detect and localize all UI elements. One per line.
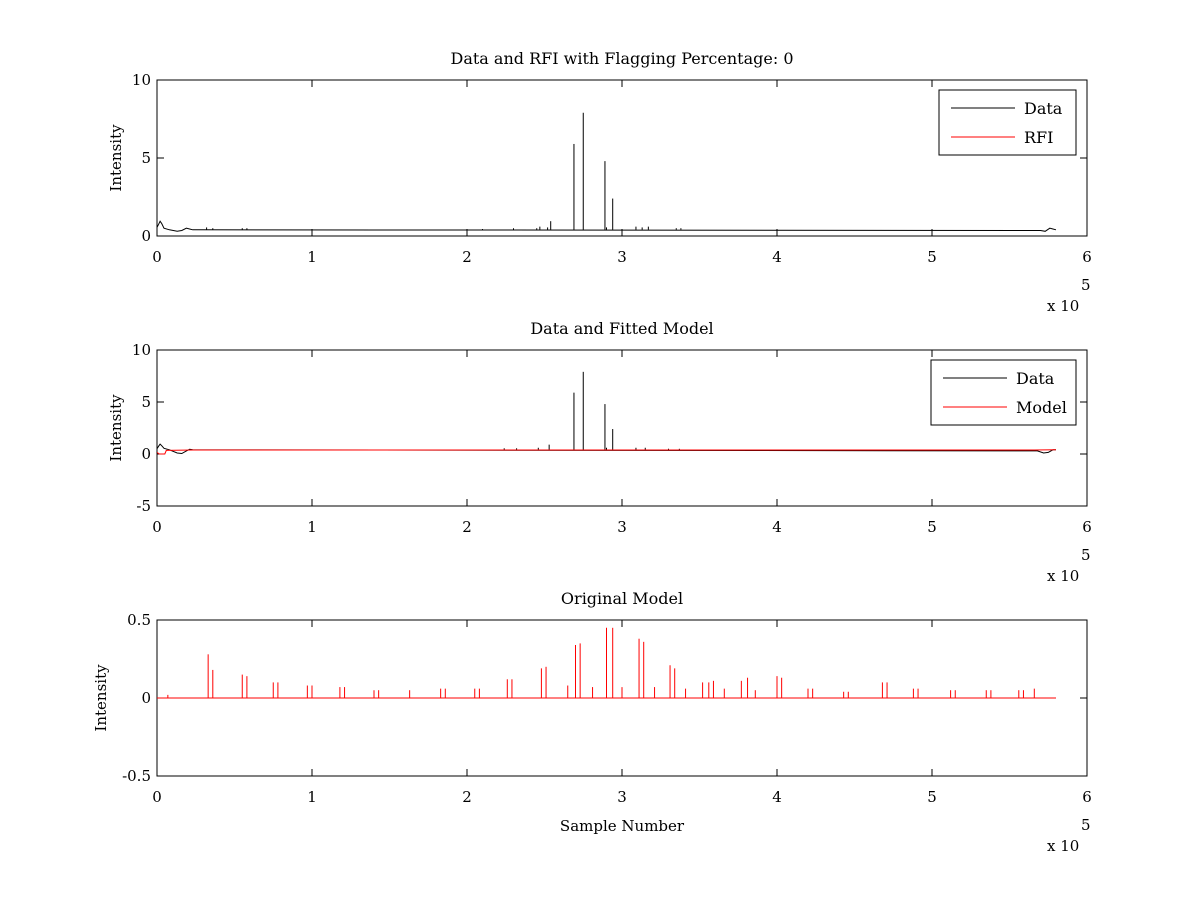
x-tick-label: 4 <box>772 518 782 536</box>
x-tick-label: 0 <box>152 518 162 536</box>
x-axis-label: Sample Number <box>560 817 685 835</box>
axes-box <box>156 79 1088 237</box>
x-multiplier-exponent: 5 <box>1081 816 1091 834</box>
x-tick-label: 6 <box>1082 248 1092 266</box>
x-tick-label: 2 <box>462 518 472 536</box>
legend-label-data: Data <box>1016 369 1055 388</box>
legend-box <box>930 359 1077 426</box>
y-tick-label: 0 <box>141 227 151 245</box>
x-multiplier-label: x 10 <box>1047 837 1079 855</box>
y-axis-label: Intensity <box>107 394 125 462</box>
x-tick-label: 6 <box>1082 518 1092 536</box>
x-multiplier-exponent: 5 <box>1081 546 1091 564</box>
x-tick-label: 5 <box>927 518 937 536</box>
x-multiplier-label: x 10 <box>1047 567 1079 585</box>
series-line-model <box>157 449 1057 455</box>
x-tick-label: 3 <box>617 788 627 806</box>
chart-title: Data and Fitted Model <box>530 319 713 338</box>
y-tick-label: 0 <box>141 689 151 707</box>
x-tick-label: 0 <box>152 248 162 266</box>
legend-label-data: Data <box>1024 99 1063 118</box>
series-line-data <box>157 443 1056 455</box>
legend-label-model: Model <box>1016 398 1067 417</box>
x-tick-label: 5 <box>927 248 937 266</box>
x-tick-label: 3 <box>617 518 627 536</box>
y-tick-label: 5 <box>141 393 151 411</box>
y-tick-label: 5 <box>141 149 151 167</box>
plot-area <box>157 627 1056 699</box>
x-tick-label: 1 <box>307 248 317 266</box>
chart-title: Original Model <box>561 589 683 608</box>
plot-area <box>157 371 1057 455</box>
legend: Data RFI <box>938 89 1077 156</box>
legend: Data Model <box>930 359 1077 426</box>
x-tick-label: 3 <box>617 248 627 266</box>
y-tick-label: 0 <box>141 445 151 463</box>
x-tick-label: 6 <box>1082 788 1092 806</box>
x-tick-label: 4 <box>772 788 782 806</box>
y-tick-label: -5 <box>136 497 151 515</box>
chart-title: Data and RFI with Flagging Percentage: 0 <box>450 49 793 68</box>
y-axis-label: Intensity <box>107 124 125 192</box>
x-tick-label: 5 <box>927 788 937 806</box>
y-tick-label: -0.5 <box>122 767 151 785</box>
y-tick-label: 10 <box>132 71 151 89</box>
legend-label-rfi: RFI <box>1024 128 1053 147</box>
x-tick-label: 1 <box>307 518 317 536</box>
legend-box <box>938 89 1077 156</box>
x-tick-label: 2 <box>462 248 472 266</box>
plot-area <box>157 112 1057 232</box>
y-tick-label: 10 <box>132 341 151 359</box>
x-tick-label: 0 <box>152 788 162 806</box>
x-tick-label: 1 <box>307 788 317 806</box>
x-multiplier-label: x 10 <box>1047 297 1079 315</box>
x-multiplier-exponent: 5 <box>1081 276 1091 294</box>
y-axis-label: Intensity <box>92 664 110 732</box>
x-tick-label: 4 <box>772 248 782 266</box>
y-tick-label: 0.5 <box>127 611 151 629</box>
x-tick-label: 2 <box>462 788 472 806</box>
series-line-data <box>157 220 1057 232</box>
